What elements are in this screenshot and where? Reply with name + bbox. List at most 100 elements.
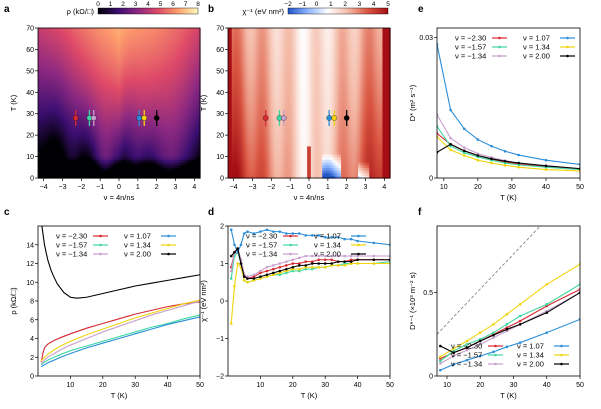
- heatmap-cell: [56, 156, 60, 160]
- heatmap-cell: [38, 36, 41, 40]
- heatmap-cell: [64, 127, 67, 131]
- heatmap-cell: [49, 84, 52, 88]
- heatmap-cell: [38, 73, 41, 77]
- heatmap-cell: [38, 172, 41, 176]
- heatmap-cell: [66, 52, 69, 56]
- heatmap-cell: [39, 124, 43, 128]
- heatmap-cell: [38, 153, 41, 158]
- heatmap-cell: [60, 28, 64, 32]
- heatmap-cell: [38, 30, 41, 34]
- heatmap-cell: [43, 121, 47, 126]
- heatmap-cell: [38, 57, 41, 61]
- x-tick-label: 1: [136, 184, 140, 191]
- heatmap-cell: [66, 172, 69, 176]
- heatmap-cell: [62, 68, 65, 72]
- heatmap-cell: [58, 145, 62, 150]
- heatmap-cell: [53, 97, 56, 101]
- heatmap-cell: [47, 68, 50, 72]
- heatmap-cell: [53, 62, 56, 67]
- heatmap-cell: [53, 52, 56, 56]
- heatmap-cell: [38, 103, 41, 107]
- heatmap-cell: [51, 62, 54, 67]
- heatmap-cell: [49, 156, 52, 160]
- heatmap-cell: [39, 52, 43, 56]
- heatmap-cell: [64, 65, 67, 69]
- heatmap-cell: [60, 62, 64, 67]
- heatmap-cell: [68, 172, 71, 176]
- heatmap-cell: [60, 153, 64, 158]
- heatmap-cell: [51, 153, 54, 158]
- heatmap-cell: [39, 84, 43, 88]
- heatmap-cell: [54, 84, 58, 88]
- heatmap-cell: [49, 92, 52, 96]
- heatmap-cell: [49, 33, 52, 37]
- heatmap-cell: [54, 41, 58, 45]
- y-tick-label: 40: [26, 90, 34, 97]
- heatmap-cell: [64, 94, 67, 99]
- heatmap-cell: [45, 148, 49, 152]
- heatmap-cell: [47, 89, 50, 93]
- heatmap-cell: [68, 156, 71, 160]
- heatmap-cell: [54, 105, 58, 109]
- heatmap-cell: [41, 52, 45, 56]
- heatmap-cell: [56, 86, 60, 91]
- heatmap-cell: [66, 41, 69, 45]
- heatmap-cell: [51, 70, 54, 75]
- heatmap-cell: [41, 41, 45, 45]
- heatmap-cell: [60, 84, 64, 88]
- heatmap-cell: [41, 105, 45, 109]
- colorbar-tick: 1: [109, 1, 113, 8]
- heatmap-cell: [43, 113, 47, 117]
- heatmap-cell: [51, 111, 54, 115]
- heatmap-cell: [47, 52, 50, 56]
- heatmap-cell: [45, 65, 49, 69]
- heatmap-cell: [54, 92, 58, 96]
- heatmap-cell: [45, 41, 49, 45]
- heatmap-cell: [38, 145, 41, 150]
- heatmap-cell: [60, 140, 64, 144]
- heatmap-cell: [64, 38, 67, 42]
- heatmap-cell: [58, 86, 62, 91]
- colorbar: [97, 7, 199, 15]
- heatmap-cell: [62, 60, 65, 64]
- heatmap-cell: [54, 132, 58, 136]
- heatmap-cell: [41, 84, 45, 88]
- heatmap-cell: [62, 121, 65, 126]
- heatmap-cell: [54, 89, 58, 93]
- heatmap-cell: [41, 44, 45, 48]
- heatmap-cell: [38, 41, 41, 45]
- heatmap-cell: [43, 78, 47, 83]
- heatmap-cell: [38, 124, 41, 128]
- heatmap-cell: [51, 167, 54, 171]
- heatmap-cell: [41, 30, 45, 34]
- heatmap-cell: [51, 97, 54, 101]
- heatmap-cell: [54, 30, 58, 34]
- heatmap-cell: [49, 89, 52, 93]
- heatmap-cell: [66, 38, 69, 42]
- heatmap-cell: [53, 89, 56, 93]
- heatmap-cell: [41, 116, 45, 120]
- heatmap-cell: [66, 167, 69, 171]
- heatmap-cell: [54, 60, 58, 64]
- heatmap-cell: [45, 54, 49, 59]
- heatmap-cell: [62, 164, 65, 168]
- heatmap-cell: [41, 28, 45, 32]
- heatmap-cell: [66, 129, 69, 134]
- heatmap-cell: [60, 78, 64, 83]
- heatmap-cell: [66, 76, 69, 80]
- heatmap-cell: [49, 57, 52, 61]
- heatmap-cell: [68, 153, 71, 158]
- heatmap-cell: [68, 81, 71, 85]
- heatmap-cell: [49, 108, 52, 112]
- heatmap-cell: [66, 169, 69, 174]
- heatmap-cell: [68, 84, 71, 88]
- heatmap-cell: [45, 76, 49, 80]
- colorbar-tick: 5: [159, 1, 163, 8]
- heatmap-cell: [54, 38, 58, 42]
- heatmap-cell: [39, 38, 43, 42]
- heatmap-cell: [39, 73, 43, 77]
- heatmap-cell: [60, 124, 64, 128]
- heatmap-cell: [54, 124, 58, 128]
- heatmap-cell: [47, 78, 50, 83]
- heatmap-cell: [64, 108, 67, 112]
